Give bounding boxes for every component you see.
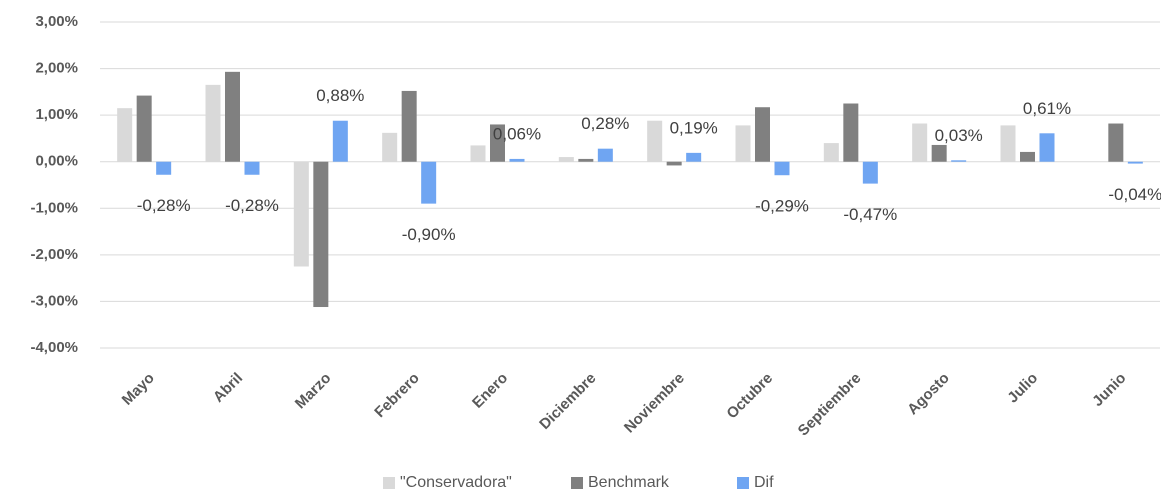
bar <box>755 107 770 162</box>
x-tick-label: Septiembre <box>795 370 865 440</box>
bar <box>1039 133 1055 162</box>
data-label: 0,88% <box>316 86 364 105</box>
bar <box>490 124 505 162</box>
legend-label: Dif <box>754 474 774 491</box>
bar <box>735 125 751 162</box>
x-tick-label: Mayo <box>119 370 158 409</box>
bar <box>293 161 309 267</box>
x-tick-label: Noviembre <box>621 370 688 437</box>
x-tick-label: Julio <box>1004 370 1041 407</box>
bar <box>774 161 790 176</box>
data-label: -0,28% <box>225 196 279 215</box>
bar <box>156 161 172 175</box>
data-label: 0,28% <box>581 114 629 133</box>
bar <box>401 90 417 162</box>
y-tick-label: -1,00% <box>30 199 78 216</box>
legend-label: Benchmark <box>588 474 670 491</box>
bar <box>136 95 152 162</box>
bar <box>313 161 329 308</box>
x-tick-label: Abril <box>210 370 246 406</box>
x-tick-label: Octubre <box>723 370 776 423</box>
data-label: 0,19% <box>670 118 718 137</box>
y-tick-label: -4,00% <box>30 339 78 356</box>
bar <box>117 108 133 162</box>
bar <box>823 143 839 162</box>
data-label: -0,47% <box>843 205 897 224</box>
y-tick-label: 1,00% <box>35 106 78 123</box>
bar <box>205 84 221 162</box>
bar <box>951 160 967 162</box>
x-tick-label: Marzo <box>292 370 335 413</box>
legend-swatch <box>571 477 583 489</box>
data-label: -0,04% <box>1108 185 1161 204</box>
bar <box>509 158 525 162</box>
bar <box>931 144 947 162</box>
bar <box>382 132 398 162</box>
y-tick-label: -3,00% <box>30 292 78 309</box>
legend-label: "Conservadora" <box>400 474 512 491</box>
bar <box>647 120 663 162</box>
legend-swatch <box>737 477 749 489</box>
data-label: 0,61% <box>1023 99 1071 118</box>
y-tick-label: 3,00% <box>35 13 78 30</box>
data-label: -0,90% <box>402 225 456 244</box>
bar <box>1108 123 1124 162</box>
y-tick-label: 0,00% <box>35 153 78 170</box>
x-tick-label: Junio <box>1089 370 1129 410</box>
x-tick-label: Enero <box>469 370 511 412</box>
bar <box>686 152 702 162</box>
bar <box>244 161 260 175</box>
x-tick-label: Febrero <box>371 370 423 422</box>
bar <box>666 161 682 166</box>
bar <box>843 103 859 162</box>
bar <box>1127 161 1143 164</box>
data-label: -0,29% <box>755 197 809 216</box>
bar <box>421 161 437 204</box>
bar <box>225 71 240 162</box>
bar <box>332 120 348 162</box>
data-label: -0,28% <box>137 196 191 215</box>
data-label: 0,06% <box>493 124 541 143</box>
bar <box>558 157 574 162</box>
bar <box>1020 151 1035 162</box>
bar <box>1000 125 1016 162</box>
x-tick-label: Agosto <box>904 370 953 419</box>
bar <box>912 123 928 162</box>
bar <box>578 158 594 162</box>
bar <box>862 161 878 184</box>
y-tick-label: -2,00% <box>30 246 78 263</box>
bar <box>597 148 613 162</box>
legend-swatch <box>383 477 395 489</box>
y-tick-label: 2,00% <box>35 60 78 77</box>
data-label: 0,03% <box>935 126 983 145</box>
x-tick-label: Diciembre <box>536 370 599 433</box>
bar <box>470 145 486 162</box>
